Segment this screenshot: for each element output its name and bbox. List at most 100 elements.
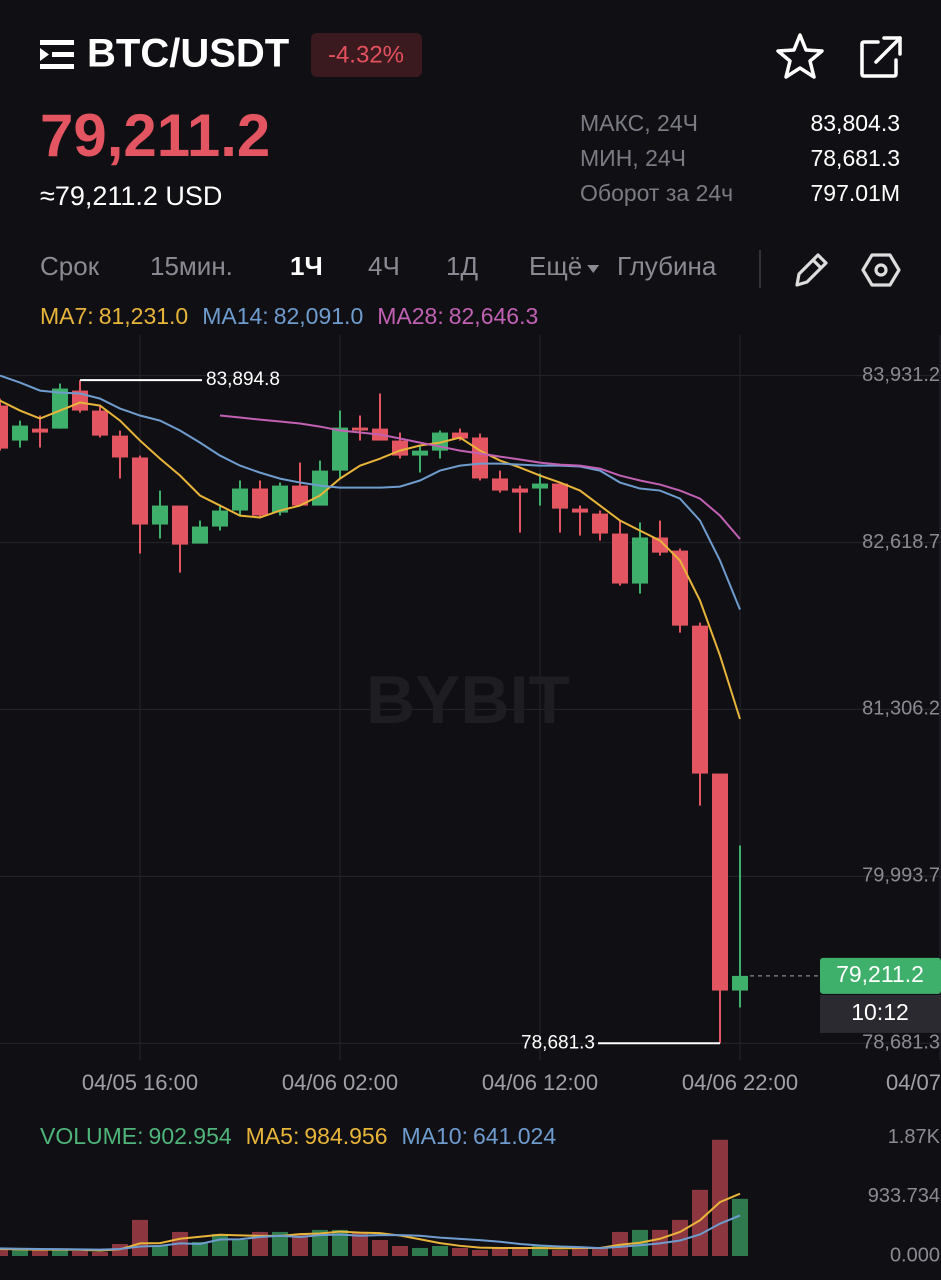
- timeframe-tab[interactable]: 1Д: [446, 251, 478, 281]
- legend-name: MA28:: [377, 303, 443, 329]
- timeframe-tab[interactable]: Ещё: [529, 251, 582, 281]
- last-price: 79,211.2: [40, 102, 270, 169]
- timeframe-tab[interactable]: Глубина: [617, 251, 717, 281]
- candle-body: [692, 625, 708, 774]
- volume-tick-label: 1.87K: [888, 1126, 941, 1148]
- candle-body: [552, 483, 568, 509]
- settings-icon[interactable]: [861, 253, 901, 287]
- volume-bar: [352, 1231, 368, 1256]
- stat-label: Оборот за 24ч: [580, 180, 733, 206]
- legend-value: 82,091.0: [274, 303, 364, 329]
- candle-body: [72, 390, 88, 411]
- tabs: Срок 15мин. 1Ч 4Ч 1Д Ещё Глубина: [40, 251, 717, 281]
- volume-bar: [372, 1239, 388, 1256]
- timeframe-tab[interactable]: 4Ч: [368, 251, 400, 281]
- volume-bar: [32, 1249, 48, 1256]
- candle-body: [272, 485, 288, 513]
- x-tick-label: 04/06 12:00: [482, 1070, 598, 1095]
- countdown: 10:12: [851, 999, 909, 1025]
- x-tick-label: 04/06 02:00: [282, 1070, 398, 1095]
- candle-body: [232, 488, 248, 511]
- y-tick-label: 79,993.7: [862, 865, 940, 887]
- volume-ma-line: [0, 1214, 741, 1251]
- candle-body: [112, 435, 128, 458]
- extreme-label: 78,681.3: [521, 1032, 595, 1053]
- volume-bar: [532, 1245, 548, 1256]
- draw-icon[interactable]: [795, 253, 828, 287]
- volume-bar: [492, 1247, 508, 1256]
- candle-body: [712, 773, 728, 991]
- change-badge: [311, 33, 422, 77]
- volume-bar: [412, 1247, 428, 1256]
- volume-bar: [472, 1249, 488, 1256]
- legend-value: 81,231.0: [99, 303, 189, 329]
- stats: МАКС, 24Ч 83,804.3 МИН, 24Ч 78,681.3 Оборот …: [580, 110, 900, 206]
- volume-bar: [12, 1249, 28, 1256]
- volume-bar: [72, 1250, 88, 1256]
- volume-bar: [392, 1245, 408, 1256]
- volume-bar: [272, 1231, 288, 1256]
- legend-value: 82,646.3: [449, 303, 539, 329]
- share-icon[interactable]: [860, 36, 902, 78]
- stat-value: 78,681.3: [810, 145, 900, 171]
- candle-body: [612, 533, 628, 584]
- volume-bar: [432, 1245, 448, 1256]
- ma-line: [0, 374, 741, 610]
- volume-bar: [0, 1247, 8, 1256]
- volume-tick-label: 0.000: [890, 1244, 940, 1266]
- candle-body: [632, 537, 648, 584]
- candle-body: [592, 513, 608, 534]
- timeframe-tab[interactable]: 15мин.: [150, 251, 233, 281]
- candle-body: [492, 478, 508, 491]
- volume-bar: [152, 1245, 168, 1256]
- candle-body: [472, 437, 488, 479]
- volume-ma-line: [0, 1192, 741, 1252]
- y-tick-label: 83,931.2: [862, 364, 940, 386]
- ma-line: [0, 399, 741, 720]
- timeframe-tab[interactable]: Срок: [40, 251, 100, 281]
- volume-bar: [552, 1249, 568, 1256]
- favorite-icon[interactable]: [776, 33, 824, 79]
- change: -4.32%: [328, 41, 404, 68]
- candle-body: [572, 508, 588, 513]
- volume-bar: [592, 1247, 608, 1256]
- pair[interactable]: BTC/USDT: [87, 32, 289, 76]
- watermark: BYBIT: [366, 662, 570, 738]
- candle-body: [292, 485, 308, 506]
- last-price-tag: [820, 957, 941, 994]
- volume-bar: [452, 1247, 468, 1256]
- candle-body: [312, 470, 328, 506]
- volume-bar: [712, 1139, 728, 1256]
- y-tick-label: 82,618.7: [862, 531, 940, 553]
- volume-bar: [732, 1198, 748, 1256]
- candle-body: [532, 483, 548, 489]
- countdown-tag: [820, 994, 941, 1033]
- legend-value: 984.956: [304, 1123, 387, 1149]
- candle-body: [452, 432, 468, 439]
- volume-bar: [52, 1249, 68, 1256]
- volume-chart: 1.87K 933.734 0.000: [0, 1126, 941, 1266]
- volume-bar: [92, 1252, 108, 1256]
- legend-name: VOLUME:: [40, 1123, 144, 1149]
- candle-body: [192, 526, 208, 544]
- timeframe-tab[interactable]: 1Ч: [290, 251, 323, 281]
- stat-value: 83,804.3: [810, 110, 900, 136]
- legend-name: MA14:: [202, 303, 268, 329]
- candle-body: [172, 505, 188, 545]
- volume-bar: [692, 1189, 708, 1256]
- legend-name: MA7:: [40, 303, 94, 329]
- ma-line: [219, 414, 741, 540]
- candle-body: [352, 427, 368, 431]
- menu-icon[interactable]: [40, 40, 74, 69]
- stat-value: 797.01M: [810, 180, 900, 206]
- stat-label: МИН, 24Ч: [580, 145, 686, 171]
- volume-bar: [232, 1239, 248, 1256]
- volume-bar: [192, 1241, 208, 1256]
- price-chart: BYBIT 83,894.8 78,681.3 83,931.2 82,618.7 81,…: [0, 335, 941, 1095]
- legend-value: 641.024: [473, 1123, 556, 1149]
- y-tick-label: 81,306.2: [862, 698, 940, 720]
- legend-name: MA5:: [246, 1123, 300, 1149]
- volume-bar: [512, 1247, 528, 1256]
